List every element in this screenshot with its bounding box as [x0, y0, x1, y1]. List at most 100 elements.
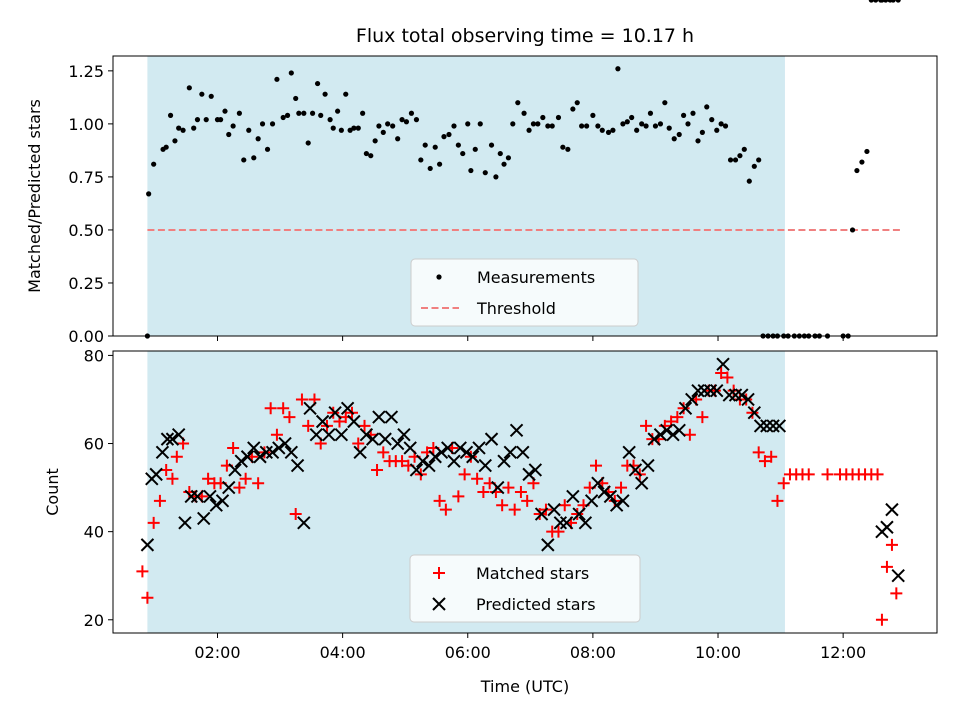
measurement-point: [690, 110, 696, 116]
measurement-point: [741, 146, 747, 152]
matched-star-point: [439, 503, 452, 516]
measurement-point: [666, 125, 672, 131]
predicted-star-point: [378, 432, 392, 446]
legend-measurements-label: Measurements: [477, 268, 595, 287]
measurement-point: [151, 161, 157, 167]
matched-star-point: [715, 367, 728, 380]
measurement-point: [657, 121, 664, 127]
legend-predicted-label: Predicted stars: [476, 595, 596, 614]
matched-star-point: [590, 459, 603, 472]
matched-star-point: [502, 481, 515, 494]
predicted-star-point: [340, 401, 355, 415]
measurement-point: [191, 125, 197, 131]
measurement-point: [318, 112, 324, 118]
matched-star-point: [289, 508, 302, 521]
measurement-point: [671, 136, 677, 142]
measurement-point: [186, 85, 192, 91]
measurement-point: [605, 129, 612, 135]
predicted-star-point: [741, 392, 755, 407]
measurement-point: [501, 161, 507, 167]
matched-star-point: [696, 411, 709, 424]
measurement-point: [446, 131, 452, 138]
predicted-star-point: [522, 467, 536, 482]
measurement-point: [530, 121, 537, 127]
matched-star-point: [202, 472, 215, 485]
measurement-point: [868, 0, 874, 3]
predicted-star-point: [434, 445, 449, 460]
predicted-star-point: [334, 428, 349, 442]
measurement-point: [515, 100, 521, 106]
predicted-star-point: [215, 494, 230, 508]
predicted-star-point: [491, 480, 505, 495]
measurement-point: [895, 0, 901, 3]
measurement-point: [222, 108, 228, 114]
predicted-star-point: [591, 476, 605, 490]
measurement-point: [390, 123, 396, 129]
predicted-star-point: [503, 445, 518, 460]
predicted-star-point: [428, 450, 442, 464]
measurement-point: [368, 153, 374, 159]
predicted-star-point: [553, 516, 568, 530]
predicted-star-point: [397, 428, 411, 442]
predicted-star-point: [609, 498, 624, 512]
matched-star-point: [233, 481, 246, 494]
top-ytick-label: 0.00: [68, 327, 104, 346]
measurement-point: [549, 123, 555, 129]
legend-matched-label: Matched stars: [476, 564, 589, 583]
measurement-point: [579, 123, 585, 129]
predicted-star-point: [155, 445, 170, 460]
measurement-point: [634, 127, 640, 133]
predicted-star-point: [422, 458, 436, 473]
predicted-star-point: [165, 432, 180, 446]
top-ytick-label: 0.25: [68, 274, 104, 293]
measurement-point: [451, 123, 457, 129]
measurement-point: [859, 159, 865, 165]
predicted-star-point: [447, 454, 461, 468]
measurement-point: [526, 127, 532, 133]
measurement-point: [241, 157, 247, 163]
top-ytick-label: 0.75: [68, 168, 104, 187]
matched-star-point: [758, 455, 771, 468]
measurement-point: [413, 117, 420, 123]
measurement-point: [199, 91, 205, 97]
measurement-point: [343, 91, 349, 97]
predicted-star-point: [728, 388, 743, 402]
matched-star-point: [880, 560, 893, 573]
matched-star-point: [452, 490, 465, 503]
measurement-point: [167, 112, 174, 118]
measurement-point: [704, 104, 710, 110]
predicted-star-point: [653, 428, 668, 442]
matched-star-point: [477, 486, 490, 498]
measurement-point: [269, 121, 276, 127]
predicted-star-point: [190, 489, 205, 504]
measurement-point: [427, 165, 433, 172]
measurement-point: [376, 123, 382, 129]
predicted-star-point: [290, 458, 305, 473]
predicted-star-point: [497, 454, 511, 468]
predicted-star-point: [584, 494, 599, 508]
measurement-point: [436, 161, 443, 167]
measurement-point: [422, 142, 428, 148]
measurement-point: [395, 136, 401, 142]
matched-star-point: [141, 591, 154, 604]
matched-star-point: [765, 450, 778, 463]
predicted-star-point: [409, 463, 424, 477]
bottom-xtick-label: 02:00: [194, 643, 240, 662]
measurement-point: [854, 167, 860, 174]
predicted-star-point: [466, 450, 480, 464]
predicted-star-point: [303, 401, 317, 415]
measurement-point: [280, 114, 286, 121]
predicted-star-point: [772, 419, 787, 433]
predicted-star-point: [297, 516, 311, 530]
predicted-star-point: [228, 463, 242, 477]
matched-star-point: [433, 494, 446, 507]
predicted-star-point: [634, 476, 649, 490]
predicted-star-point: [597, 485, 611, 499]
predicted-star-point: [766, 419, 780, 433]
measurement-point: [560, 144, 566, 150]
predicted-star-point: [353, 445, 367, 460]
matched-star-point: [458, 468, 471, 481]
predicted-star-point: [272, 441, 286, 455]
predicted-star-point: [322, 428, 336, 442]
